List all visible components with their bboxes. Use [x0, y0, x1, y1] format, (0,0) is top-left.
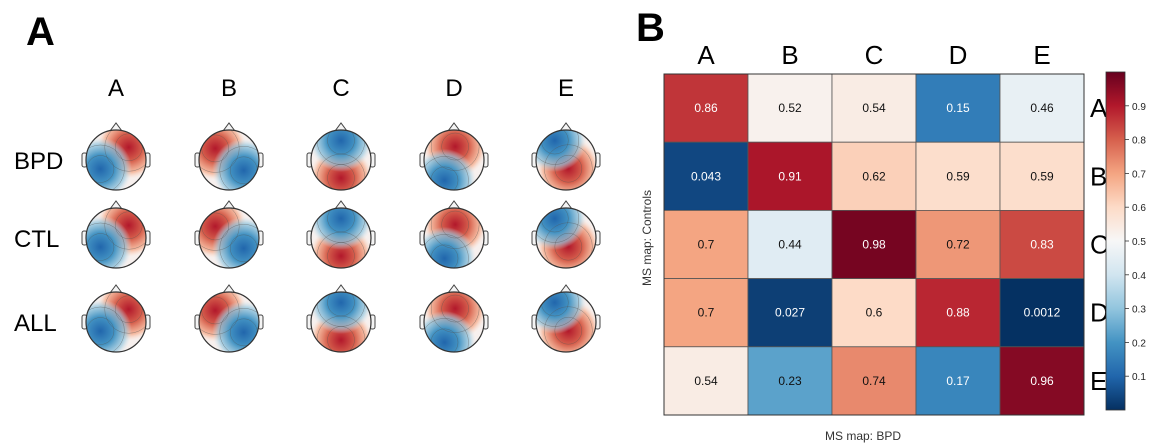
cell-value-label: 0.83 — [1030, 238, 1054, 252]
similarity-heatmap: A B C D E A B C D E 0.86 0.52 0.54 0.15 0.46 0.043 0.9… — [640, 40, 1146, 443]
heatmap-cell: 0.54 — [663, 346, 749, 416]
cell-value-label: 0.72 — [946, 238, 970, 252]
colorbar-tick-label: 0.2 — [1132, 338, 1146, 349]
x-axis-label: MS map: BPD — [825, 429, 901, 443]
colorbar-tick-label: 0.5 — [1132, 237, 1146, 248]
heatmap-cell: 0.86 — [663, 73, 749, 143]
topomap-column-label: C — [332, 75, 349, 102]
colorbar-tick-label: 0.1 — [1132, 372, 1146, 383]
topomap-grid: A B C D E BPD CTL ALL — [14, 75, 601, 353]
colorbar-tick-label: 0.9 — [1132, 102, 1146, 113]
heatmap-column-label: D — [949, 40, 968, 70]
y-axis-label: MS map: Controls — [640, 190, 654, 286]
topomap-column-label: B — [221, 75, 237, 102]
topomap — [531, 200, 601, 269]
topomap-column-label: D — [445, 75, 462, 102]
colorbar — [1105, 71, 1126, 411]
heatmap-cell: 0.83 — [999, 209, 1085, 279]
cell-value-label: 0.96 — [1030, 374, 1054, 388]
cell-value-label: 0.59 — [946, 169, 970, 183]
cell-value-label: 0.74 — [862, 374, 886, 388]
cell-value-label: 0.88 — [946, 306, 970, 320]
topomap-row-label: BPD — [14, 148, 63, 175]
heatmap-column-label: C — [865, 40, 884, 70]
heatmap-row-label: C — [1090, 230, 1109, 260]
topomap — [194, 122, 264, 191]
topomap — [81, 284, 151, 353]
cell-value-label: 0.7 — [698, 238, 715, 252]
topomap — [81, 122, 151, 191]
heatmap-cell: 0.46 — [999, 73, 1085, 143]
heatmap-cell: 0.91 — [747, 141, 833, 211]
heatmap-cell: 0.15 — [915, 73, 1001, 143]
heatmap-cell: 0.98 — [831, 209, 917, 279]
heatmap-cell: 0.7 — [663, 278, 749, 348]
cell-value-label: 0.15 — [946, 101, 970, 115]
topomap — [306, 122, 376, 191]
topomap — [81, 200, 151, 269]
cell-value-label: 0.6 — [866, 306, 883, 320]
colorbar-tick-label: 0.3 — [1132, 305, 1146, 316]
heatmap-cell: 0.59 — [999, 141, 1085, 211]
topomap-row-label: CTL — [14, 226, 59, 253]
heatmap-cell: 0.62 — [831, 141, 917, 211]
cell-value-label: 0.44 — [778, 238, 802, 252]
heatmap-cell: 0.54 — [831, 73, 917, 143]
heatmap-cell: 0.7 — [663, 209, 749, 279]
cell-value-label: 0.23 — [778, 374, 802, 388]
cell-value-label: 0.027 — [775, 306, 805, 320]
heatmap-cell: 0.6 — [831, 278, 917, 348]
topomap — [419, 200, 489, 269]
heatmap-cell: 0.88 — [915, 278, 1001, 348]
cell-value-label: 0.59 — [1030, 169, 1054, 183]
heatmap-cell: 0.027 — [747, 278, 833, 348]
topomap — [531, 122, 601, 191]
heatmap-cell: 0.74 — [831, 346, 917, 416]
panel-a-label: A — [26, 10, 55, 54]
cell-value-label: 0.043 — [691, 169, 721, 183]
heatmap-column-label: E — [1033, 40, 1050, 70]
heatmap-column-label: B — [781, 40, 798, 70]
heatmap-row-label: B — [1090, 161, 1107, 191]
heatmap-row-label: E — [1090, 366, 1107, 396]
cell-value-label: 0.7 — [698, 306, 715, 320]
colorbar-tick-label: 0.6 — [1132, 203, 1146, 214]
topomap — [306, 284, 376, 353]
colorbar-tick-label: 0.7 — [1132, 169, 1146, 180]
topomap-column-label: A — [108, 75, 124, 102]
heatmap-cell: 0.72 — [915, 209, 1001, 279]
cell-value-label: 0.86 — [694, 101, 718, 115]
topomap — [194, 200, 264, 269]
heatmap-cell: 0.96 — [999, 346, 1085, 416]
topomap — [531, 284, 601, 353]
cell-value-label: 0.62 — [862, 169, 886, 183]
cell-value-label: 0.17 — [946, 374, 970, 388]
colorbar-tick-label: 0.8 — [1132, 136, 1146, 147]
heatmap-cell: 0.0012 — [999, 278, 1085, 348]
topomap — [194, 284, 264, 353]
topomap-column-label: E — [558, 75, 574, 102]
heatmap-row-label: D — [1090, 298, 1109, 328]
topomap — [419, 122, 489, 191]
cell-value-label: 0.91 — [778, 169, 802, 183]
topomap-row-label: ALL — [14, 310, 57, 337]
topomap — [419, 284, 489, 353]
colorbar-tick-label: 0.4 — [1132, 271, 1146, 282]
cell-value-label: 0.52 — [778, 101, 802, 115]
heatmap-cell: 0.23 — [747, 346, 833, 416]
cell-value-label: 0.0012 — [1024, 306, 1061, 320]
cell-value-label: 0.54 — [862, 101, 886, 115]
panel-b-label: B — [636, 6, 665, 50]
topomap — [306, 200, 376, 269]
cell-value-label: 0.98 — [862, 238, 886, 252]
heatmap-cell: 0.17 — [915, 346, 1001, 416]
cell-value-label: 0.46 — [1030, 101, 1054, 115]
heatmap-cell: 0.043 — [663, 141, 749, 211]
heatmap-row-label: A — [1090, 93, 1108, 123]
cell-value-label: 0.54 — [694, 374, 718, 388]
heatmap-cell: 0.59 — [915, 141, 1001, 211]
heatmap-cell: 0.44 — [747, 209, 833, 279]
heatmap-column-label: A — [697, 40, 715, 70]
heatmap-cell: 0.52 — [747, 73, 833, 143]
